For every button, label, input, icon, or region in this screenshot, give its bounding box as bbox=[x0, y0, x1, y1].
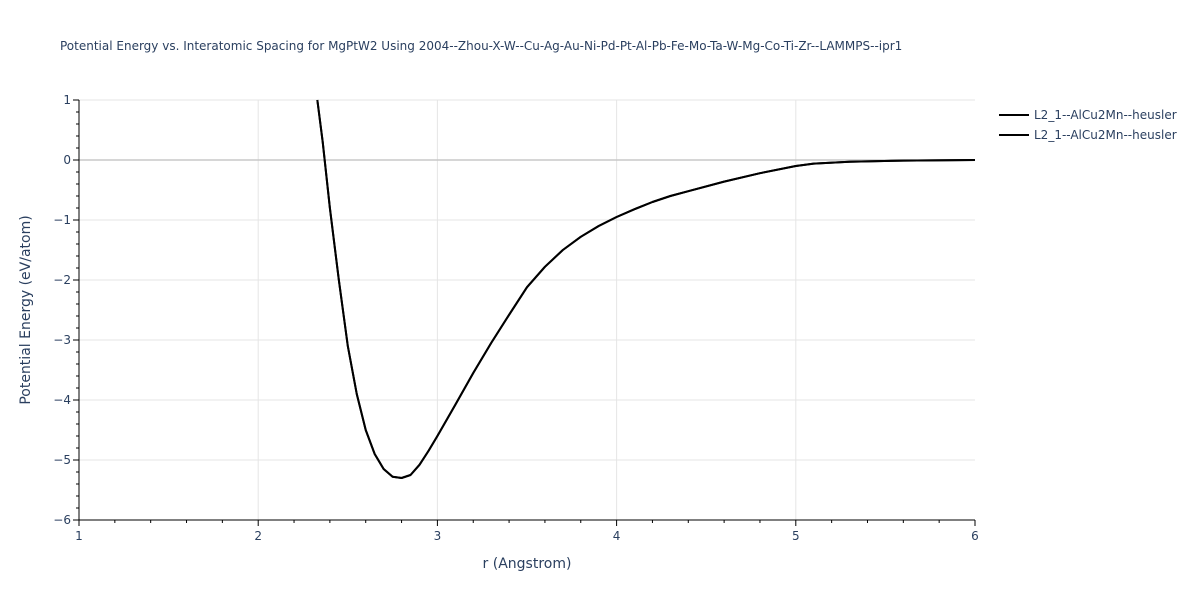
x-tick-label: 1 bbox=[75, 529, 83, 543]
x-tick-label: 5 bbox=[792, 529, 800, 543]
y-tick-label: −3 bbox=[53, 333, 71, 347]
series-line-1 bbox=[316, 99, 976, 479]
plot-lines bbox=[316, 99, 976, 479]
legend[interactable]: L2_1--AlCu2Mn--heusler L2_1--AlCu2Mn--heu… bbox=[999, 108, 1177, 142]
x-tick-label: 3 bbox=[434, 529, 442, 543]
y-tick-label: 1 bbox=[63, 93, 71, 107]
x-tick-label: 4 bbox=[613, 529, 621, 543]
y-axis-title: Potential Energy (eV/atom) bbox=[18, 215, 34, 404]
x-ticks: 1 2 3 4 5 6 bbox=[75, 529, 979, 543]
chart-title: Potential Energy vs. Interatomic Spacing… bbox=[60, 39, 902, 53]
legend-item-1[interactable]: L2_1--AlCu2Mn--heusler bbox=[999, 108, 1177, 122]
y-tick-label: −4 bbox=[53, 393, 71, 407]
y-tick-label: −2 bbox=[53, 273, 71, 287]
x-tick-label: 2 bbox=[254, 529, 262, 543]
y-tick-label: 0 bbox=[63, 153, 71, 167]
y-tick-label: −1 bbox=[53, 213, 71, 227]
legend-label: L2_1--AlCu2Mn--heusler bbox=[1034, 108, 1177, 122]
series-line-2 bbox=[316, 99, 976, 479]
axes bbox=[73, 99, 976, 526]
legend-item-2[interactable]: L2_1--AlCu2Mn--heusler bbox=[999, 128, 1177, 142]
legend-label: L2_1--AlCu2Mn--heusler bbox=[1034, 128, 1177, 142]
y-ticks: 1 0 −1 −2 −3 −4 −5 −6 bbox=[53, 93, 71, 527]
x-axis-title: r (Angstrom) bbox=[483, 556, 572, 572]
x-tick-label: 6 bbox=[971, 529, 979, 543]
grid bbox=[79, 99, 975, 520]
y-tick-label: −6 bbox=[53, 513, 71, 527]
y-tick-label: −5 bbox=[53, 453, 71, 467]
